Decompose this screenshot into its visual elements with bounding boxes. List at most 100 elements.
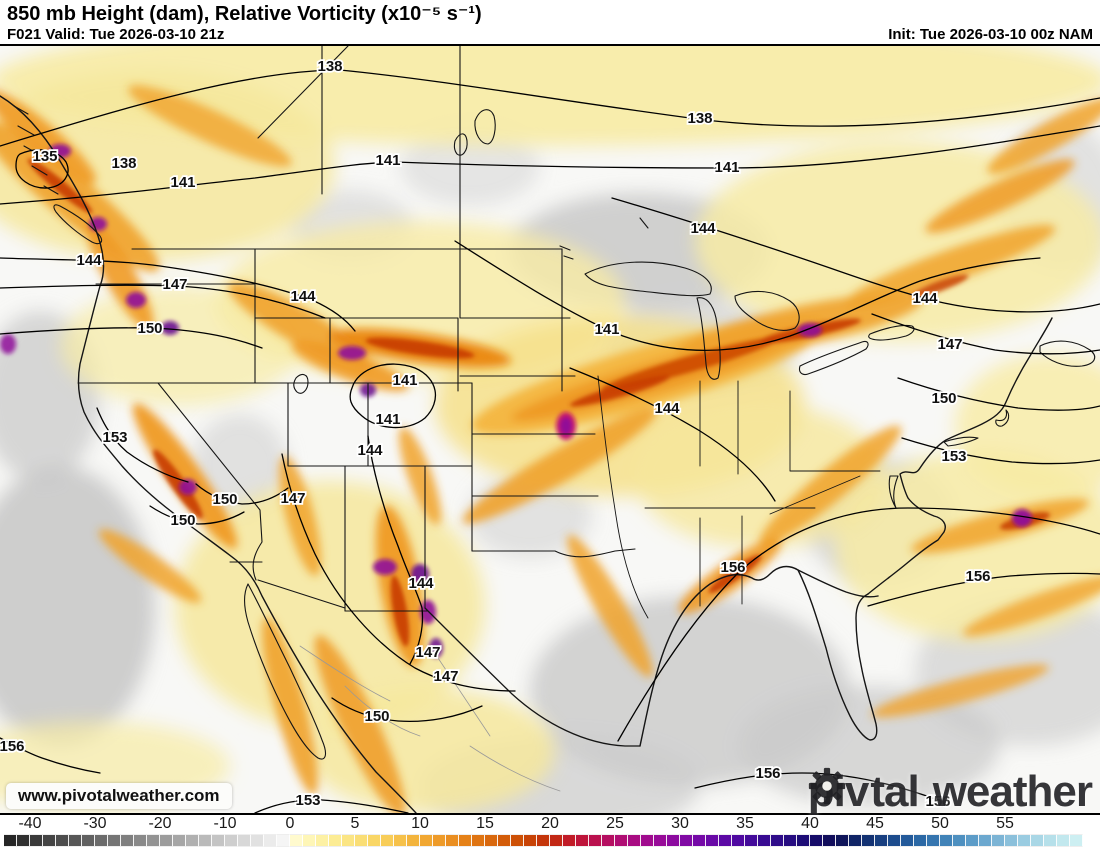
colorbar-swatch (992, 834, 1005, 847)
colorbar-swatch (797, 834, 810, 847)
contour-label: 156 (720, 559, 745, 576)
colorbar-swatch (342, 834, 355, 847)
colorbar-swatch (433, 834, 446, 847)
colorbar-swatch (407, 834, 420, 847)
colorbar-swatch (56, 834, 69, 847)
contour-label: 141 (375, 411, 400, 428)
contour-label: 147 (280, 490, 305, 507)
colorbar-swatch (472, 834, 485, 847)
colorbar-swatch (927, 834, 940, 847)
logo-text-tal: tal (870, 767, 919, 816)
contour-label: 144 (654, 400, 680, 417)
colorbar-tick-label: 35 (736, 815, 754, 832)
colorbar-swatch (537, 834, 550, 847)
colorbar-swatch (303, 834, 316, 847)
contour-label: 150 (170, 512, 195, 529)
colorbar-swatch (1031, 834, 1044, 847)
contour-label: 144 (690, 220, 716, 237)
colorbar-swatch (823, 834, 836, 847)
colorbar-swatch (1070, 834, 1083, 847)
colorbar-swatch (1057, 834, 1070, 847)
colorbar-swatch (628, 834, 641, 847)
colorbar-swatch (238, 834, 251, 847)
colorbar-swatch (43, 834, 56, 847)
colorbar-swatch (394, 834, 407, 847)
colorbar-swatch (1044, 834, 1057, 847)
colorbar-tick-label: 25 (606, 815, 624, 832)
contour-label: 153 (941, 448, 966, 465)
colorbar-swatches (0, 834, 1100, 847)
colorbar-swatch (459, 834, 472, 847)
colorbar-tick-label: -30 (83, 815, 107, 832)
contour-label: 150 (931, 390, 956, 407)
colorbar-swatch (667, 834, 680, 847)
colorbar-swatch (693, 834, 706, 847)
contour-label: 156 (755, 765, 780, 782)
colorbar-swatch (212, 834, 225, 847)
website-watermark: www.pivotalweather.com (6, 783, 232, 809)
colorbar-swatch (576, 834, 589, 847)
colorbar-swatch (186, 834, 199, 847)
colorbar-swatch (368, 834, 381, 847)
colorbar-swatch (966, 834, 979, 847)
map-canvas: 135 138 138 138 141 141 141 141 141 141 144 144 144 1… (0, 46, 1100, 817)
colorbar-tick-label: 10 (411, 815, 429, 832)
contour-label: 135 (32, 148, 57, 165)
colorbar-swatch (810, 834, 823, 847)
colorbar-swatch (901, 834, 914, 847)
vorticity-shading-purple (0, 144, 1032, 658)
contour-label: 156 (965, 568, 990, 585)
colorbar-tick-label: 15 (476, 815, 494, 832)
colorbar-swatch (498, 834, 511, 847)
colorbar-tick-label: 50 (931, 815, 949, 832)
colorbar-swatch (420, 834, 433, 847)
geography-borders (0, 46, 1096, 813)
colorbar-swatch (680, 834, 693, 847)
colorbar-swatch (381, 834, 394, 847)
contour-label: 150 (364, 708, 389, 725)
model-init-label: Init: Tue 2026-03-10 00z NAM (888, 26, 1093, 43)
colorbar-swatch (30, 834, 43, 847)
colorbar-tick-label: 5 (350, 815, 360, 832)
colorbar-swatch (69, 834, 82, 847)
colorbar-swatch (121, 834, 134, 847)
colorbar-swatch (225, 834, 238, 847)
pivotal-weather-logo: piv (808, 767, 1093, 817)
contour-label: 147 (162, 276, 187, 293)
colorbar-swatch (589, 834, 602, 847)
contour-label: 147 (937, 336, 962, 353)
colorbar-tick-label: 40 (801, 815, 819, 832)
colorbar-swatch (706, 834, 719, 847)
vorticity-shading-yellow (0, 46, 1100, 813)
contour-label: 156 (0, 738, 25, 755)
colorbar-swatch (602, 834, 615, 847)
contour-label: 141 (375, 152, 400, 169)
colorbar-swatch (875, 834, 888, 847)
colorbar-swatch (160, 834, 173, 847)
colorbar-tick-label: 20 (541, 815, 559, 832)
colorbar-swatch (485, 834, 498, 847)
colorbar-swatch (524, 834, 537, 847)
colorbar-swatch (940, 834, 953, 847)
colorbar-swatch (745, 834, 758, 847)
colorbar-swatch (134, 834, 147, 847)
contour-labels: 135 138 138 138 141 141 141 141 141 141 144 144 144 1… (0, 56, 992, 812)
contour-label: 141 (594, 321, 619, 338)
contour-label: 147 (415, 644, 440, 661)
contour-label: 150 (137, 320, 162, 337)
header: 850 mb Height (dam), Relative Vorticity … (0, 0, 1100, 46)
contour-label: 144 (290, 288, 316, 305)
colorbar-swatch (641, 834, 654, 847)
colorbar-swatch (784, 834, 797, 847)
vorticity-shading-red (27, 158, 1051, 647)
colorbar-swatch (836, 834, 849, 847)
contour-label: 141 (392, 372, 417, 389)
contour-label: 138 (317, 58, 342, 75)
colorbar-swatch (953, 834, 966, 847)
contour-label: 138 (111, 155, 136, 172)
contour-label: 138 (687, 110, 712, 127)
colorbar-tick-label: -10 (213, 815, 237, 832)
colorbar-swatch (511, 834, 524, 847)
colorbar: -40 -30 -20 -10 0 5 10 15 20 25 30 35 40 45 50 55 (0, 815, 1100, 850)
